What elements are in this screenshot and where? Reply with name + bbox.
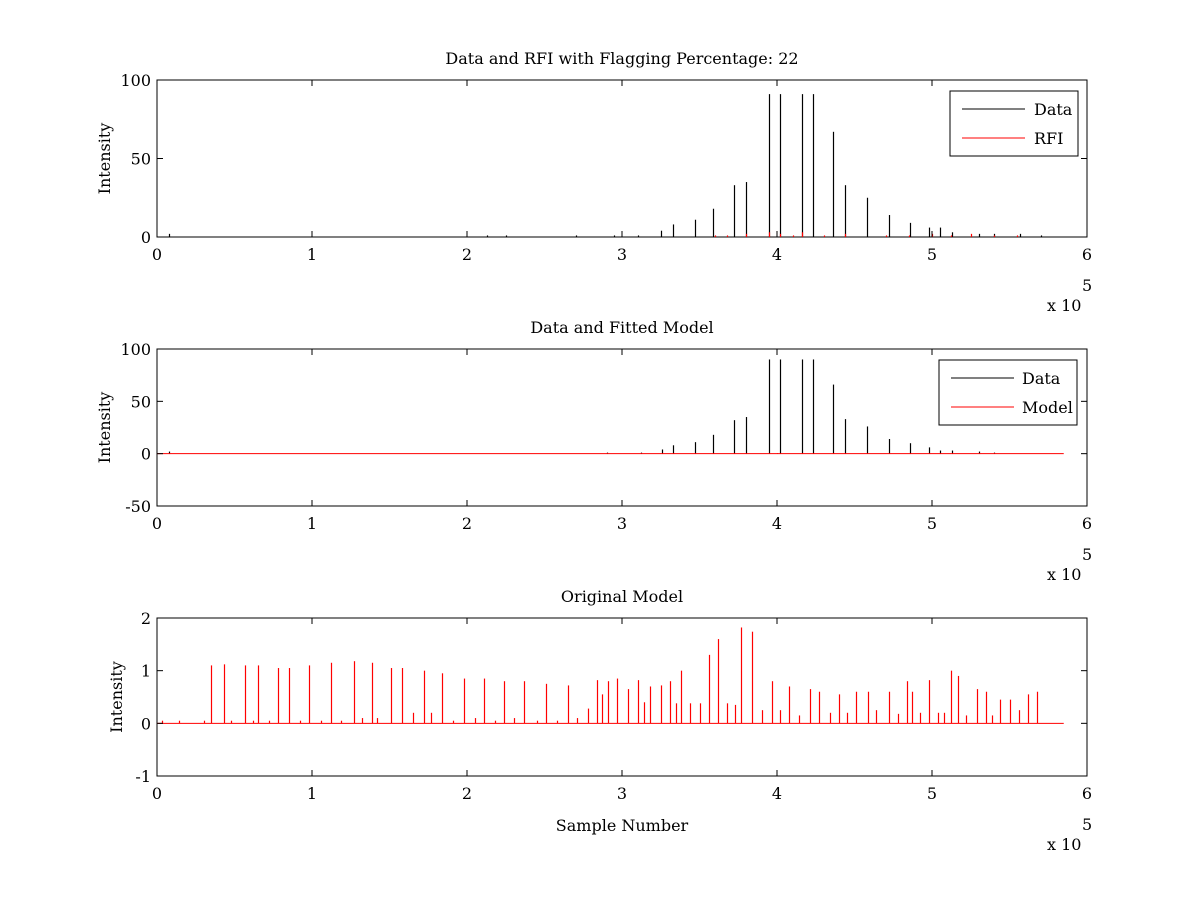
series-model-group <box>157 627 1064 724</box>
series-data-group <box>157 94 1064 238</box>
legend: Data RFI <box>949 90 1079 157</box>
series-model-group <box>157 453 1064 455</box>
y-tick-label: 50 <box>131 392 151 411</box>
y-tick-label: -50 <box>125 497 151 516</box>
chart-title: Original Model <box>561 587 683 606</box>
legend: Data Model <box>938 359 1078 426</box>
y-axis-label: Intensity <box>95 123 114 195</box>
x-tick-label: 3 <box>617 784 627 803</box>
x-multiplier-exponent: 5 <box>1082 815 1092 834</box>
x-tick-label: 6 <box>1082 245 1092 264</box>
plot-area <box>156 79 1088 238</box>
x-tick-label: 2 <box>462 245 472 264</box>
x-tick-label: 0 <box>152 245 162 264</box>
legend-box <box>949 90 1079 157</box>
y-tick-label: 0 <box>141 228 151 247</box>
x-tick-label: 4 <box>772 784 782 803</box>
y-tick-label: 50 <box>131 150 151 169</box>
x-axis-label: Sample Number <box>556 816 689 835</box>
x-tick-label: 4 <box>772 514 782 533</box>
legend-label-model: Model <box>1022 398 1073 417</box>
x-tick-label: 2 <box>462 784 472 803</box>
y-tick-label: 1 <box>141 662 151 681</box>
x-tick-label: 5 <box>927 784 937 803</box>
legend-label-data: Data <box>1034 100 1073 119</box>
x-tick-label: 5 <box>927 514 937 533</box>
chart-title: Data and Fitted Model <box>530 318 713 337</box>
x-tick-label: 0 <box>152 514 162 533</box>
x-tick-label: 2 <box>462 514 472 533</box>
y-tick-label: -1 <box>135 767 151 786</box>
y-tick-label: 2 <box>141 609 151 628</box>
x-tick-label: 4 <box>772 245 782 264</box>
y-tick-label: 0 <box>141 445 151 464</box>
x-multiplier-label: x 10 <box>1047 565 1081 584</box>
y-tick-label: 100 <box>120 340 151 359</box>
legend-label-rfi: RFI <box>1034 129 1063 148</box>
x-tick-label: 3 <box>617 245 627 264</box>
chart-title: Data and RFI with Flagging Percentage: 2… <box>445 49 798 68</box>
series-data-group <box>168 359 996 454</box>
x-tick-label: 1 <box>307 514 317 533</box>
plot-area <box>156 617 1088 777</box>
legend-box <box>938 359 1078 426</box>
x-tick-label: 1 <box>307 784 317 803</box>
x-tick-label: 5 <box>927 245 937 264</box>
x-tick-label: 6 <box>1082 514 1092 533</box>
x-tick-label: 6 <box>1082 784 1092 803</box>
x-tick-label: 1 <box>307 245 317 264</box>
x-tick-label: 3 <box>617 514 627 533</box>
legend-label-data: Data <box>1022 369 1061 388</box>
y-axis-label: Intensity <box>107 661 126 733</box>
x-multiplier-label: x 10 <box>1047 835 1081 854</box>
y-axis-label: Intensity <box>95 392 114 464</box>
y-tick-label: 100 <box>120 71 151 90</box>
x-tick-label: 0 <box>152 784 162 803</box>
x-multiplier-exponent: 5 <box>1082 545 1092 564</box>
x-multiplier-label: x 10 <box>1047 296 1081 315</box>
plot-area <box>156 348 1088 507</box>
y-tick-label: 0 <box>141 714 151 733</box>
x-multiplier-exponent: 5 <box>1082 276 1092 295</box>
